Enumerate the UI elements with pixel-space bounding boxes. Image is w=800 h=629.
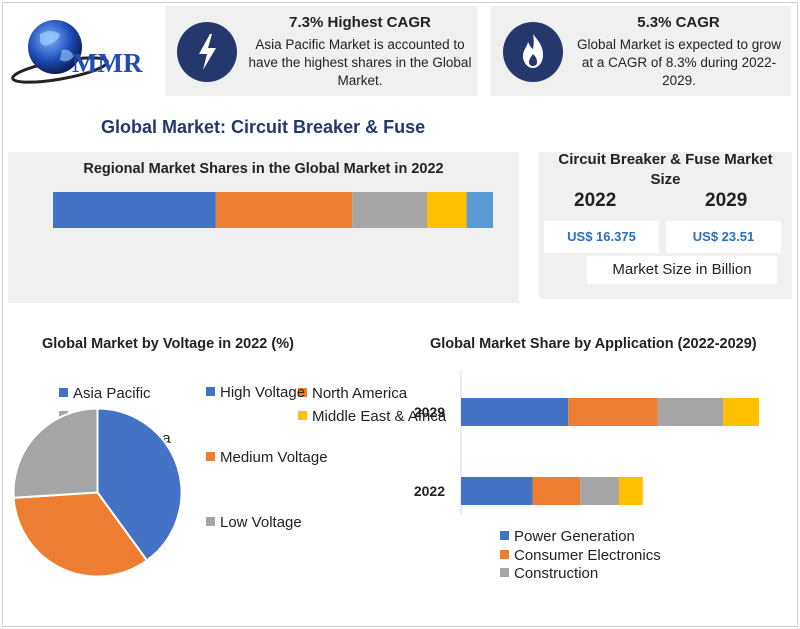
cagr-right-heading: 5.3% CAGR	[637, 14, 720, 31]
pie-slice-high-voltage	[96, 407, 183, 562]
bar-segment-north-america	[215, 192, 353, 228]
market-size-panel: Circuit Breaker & Fuse Market Size 2022 …	[539, 151, 792, 299]
pie-slice-medium-voltage	[12, 491, 149, 578]
legend-swatch	[500, 549, 509, 559]
legend-label: Low Voltage	[220, 514, 302, 531]
bar-segment-2029-consumer-electronics	[568, 398, 658, 426]
bar-segment-europe	[352, 192, 427, 228]
legend-swatch	[59, 388, 68, 397]
legend-label: Construction	[514, 565, 599, 582]
cagr-right-panel: 5.3% CAGR Global Market is expected to g…	[491, 6, 791, 96]
legend-label: High Voltage	[220, 384, 306, 401]
legend-swatch	[500, 568, 509, 577]
bar-segment-2022-consumer-electronics	[532, 477, 581, 505]
bar-segment-south-america	[466, 192, 493, 228]
cagr-right-text: Global Market is expected to grow at a C…	[576, 37, 782, 88]
bar-segment-2022-construction	[580, 477, 619, 505]
legend-item-low-voltage: Low Voltage	[206, 514, 302, 532]
legend-swatch	[206, 517, 215, 526]
market-size-year-2: 2029	[705, 190, 748, 211]
flame-icon	[503, 22, 563, 82]
cagr-left-panel: 7.3% Highest CAGR Asia Pacific Market is…	[165, 6, 477, 96]
legend-item-high-voltage: High Voltage	[206, 384, 305, 402]
legend-label: Middle East & Africa	[312, 408, 447, 425]
legend-swatch	[298, 411, 307, 420]
legend-item-asia-pacific: Asia Pacific	[59, 385, 151, 403]
market-size-year-1: 2022	[574, 190, 617, 211]
market-size-value-2: US$ 23.51	[666, 221, 781, 253]
market-size-title: Circuit Breaker & Fuse Market Size	[558, 151, 773, 188]
logo-text: MMR	[72, 48, 143, 78]
cagr-left-text: Asia Pacific Market is accounted to have…	[248, 37, 472, 88]
regional-chart-title: Regional Market Shares in the Global Mar…	[83, 161, 444, 177]
bar-segment-2029-series-4	[723, 398, 759, 426]
regional-share-panel: Regional Market Shares in the Global Mar…	[8, 152, 519, 447]
bar-segment-middle-east-africa	[427, 192, 467, 228]
legend-item-medium-voltage: Medium Voltage	[206, 449, 328, 467]
legend-item-consumer-electronics: Consumer Electronics	[500, 547, 661, 565]
logo: MMR	[10, 14, 160, 84]
regional-stacked-bar	[53, 192, 493, 228]
legend-label: Consumer Electronics	[514, 546, 661, 564]
bar-segment-asia-pacific	[53, 192, 216, 228]
bar-segment-2022-series-4	[618, 477, 643, 505]
legend-label: Asia Pacific	[73, 385, 151, 402]
globe-logo-icon	[11, 20, 109, 84]
legend-label: Power Generation	[514, 528, 635, 545]
year-label-2022: 2022	[414, 483, 445, 499]
cagr-left-heading: 7.3% Highest CAGR	[289, 14, 431, 31]
legend-item-middle-east-africa: Middle East & Africa	[298, 408, 446, 426]
year-label-2029: 2029	[414, 404, 445, 420]
legend-label: North America	[312, 385, 408, 402]
legend-item-north-america: North America	[298, 385, 407, 403]
legend-item-construction: Construction	[500, 565, 598, 583]
legend-item-power-generation: Power Generation	[500, 528, 635, 546]
main-title: Global Market: Circuit Breaker & Fuse	[101, 117, 426, 137]
legend-swatch	[500, 531, 509, 540]
voltage-chart-title: Global Market by Voltage in 2022 (%)	[42, 336, 294, 352]
legend-label: Medium Voltage	[220, 449, 328, 466]
application-stacked-bar-chart: 2029 2022	[414, 370, 759, 515]
legend-swatch	[206, 452, 215, 461]
bar-segment-2029-power-generation	[461, 398, 569, 426]
bar-segment-2022-power-generation	[461, 477, 533, 505]
bar-segment-2029-construction	[657, 398, 724, 426]
legend-swatch	[206, 387, 215, 396]
market-size-unit: Market Size in Billion	[587, 256, 777, 284]
market-size-value-1: US$ 16.375	[544, 221, 659, 253]
pie-slice-low-voltage	[12, 407, 99, 499]
voltage-pie-chart	[12, 407, 183, 578]
legend-swatch	[298, 388, 307, 397]
lightning-icon	[177, 22, 237, 82]
application-chart-title: Global Market Share by Application (2022…	[430, 336, 757, 352]
